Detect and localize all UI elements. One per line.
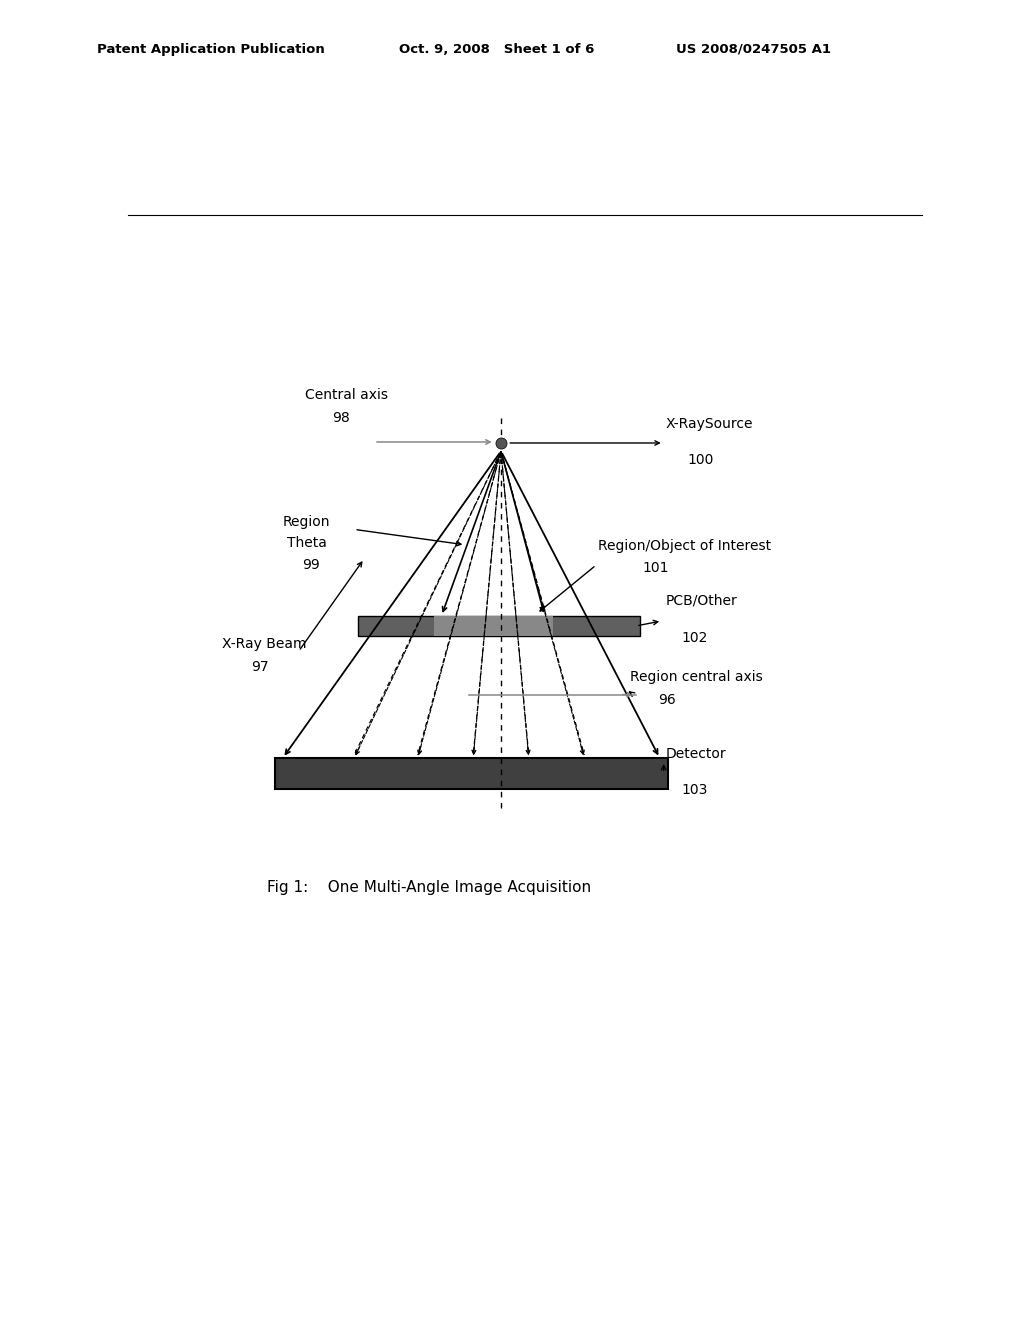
Text: Patent Application Publication: Patent Application Publication [97, 42, 325, 55]
Text: X-Ray Beam: X-Ray Beam [221, 638, 306, 651]
Text: 97: 97 [251, 660, 268, 673]
Text: Region central axis: Region central axis [630, 671, 762, 684]
Text: X-RaySource: X-RaySource [666, 417, 754, 430]
Text: Theta: Theta [287, 536, 327, 549]
Text: US 2008/0247505 A1: US 2008/0247505 A1 [676, 42, 830, 55]
Text: Fig 1:    One Multi-Angle Image Acquisition: Fig 1: One Multi-Angle Image Acquisition [267, 880, 591, 895]
Text: 100: 100 [687, 453, 714, 467]
Bar [358, 615, 640, 636]
Text: 99: 99 [302, 558, 319, 572]
Text: Oct. 9, 2008   Sheet 1 of 6: Oct. 9, 2008 Sheet 1 of 6 [399, 42, 595, 55]
Text: 98: 98 [332, 411, 349, 425]
Text: 102: 102 [682, 631, 709, 645]
Text: Central axis: Central axis [305, 388, 388, 403]
Bar [274, 758, 668, 788]
Text: PCB/Other: PCB/Other [666, 594, 738, 607]
Text: 101: 101 [642, 561, 669, 576]
Text: 96: 96 [658, 693, 676, 706]
Bar [433, 615, 553, 636]
Text: Detector: Detector [666, 747, 727, 762]
Text: Region: Region [283, 515, 331, 529]
Text: Region/Object of Interest: Region/Object of Interest [598, 539, 771, 553]
Text: 103: 103 [682, 784, 709, 797]
